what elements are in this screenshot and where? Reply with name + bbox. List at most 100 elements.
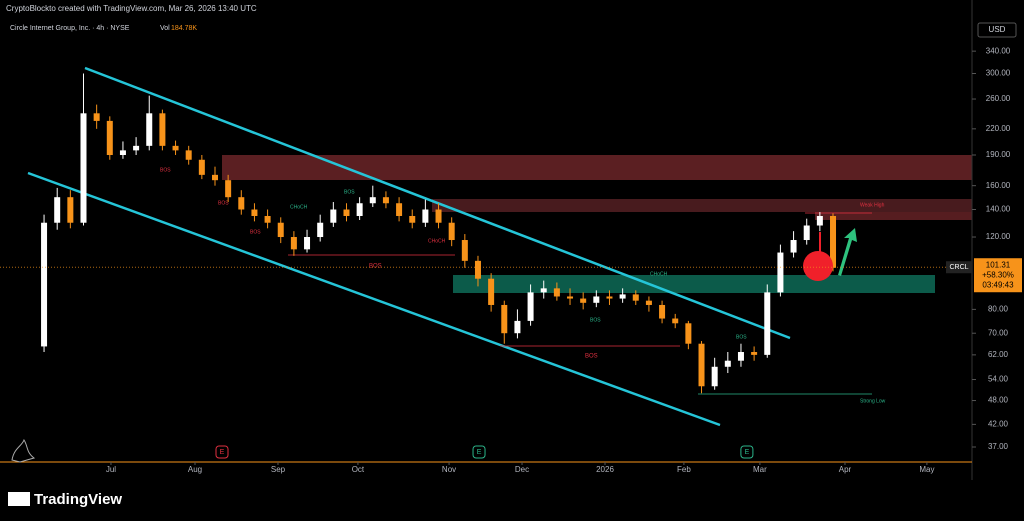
candle-body — [830, 215, 837, 268]
price-change: +58.30% — [982, 270, 1014, 279]
candle-body — [369, 197, 376, 204]
x-tick-label: 2026 — [596, 465, 614, 474]
candle-body — [474, 260, 481, 279]
event-icon — [472, 445, 486, 459]
y-tick-label: 62.00 — [988, 350, 1009, 359]
candle-body — [606, 296, 613, 299]
price-box — [974, 258, 1022, 293]
candle-body — [67, 197, 74, 223]
candle-body — [711, 366, 718, 387]
candle-body — [238, 197, 245, 210]
candle-body — [264, 215, 271, 223]
annotation: BOS — [736, 334, 747, 340]
annotation: BOS — [250, 229, 261, 235]
annotation: BOS — [218, 200, 229, 206]
y-tick-label: 260.00 — [986, 94, 1011, 103]
x-tick-label: Apr — [839, 465, 852, 474]
candle-body — [382, 197, 389, 204]
y-tick-label: 340.00 — [986, 46, 1011, 55]
candle-body — [553, 288, 560, 297]
candle-body — [764, 292, 771, 355]
y-tick-label: 80.00 — [988, 304, 1009, 313]
annotation: BOS — [585, 354, 598, 360]
channel-line — [84, 66, 791, 340]
currency-box[interactable] — [977, 22, 1017, 38]
candle-body — [659, 304, 666, 319]
supply-zone — [222, 155, 972, 180]
candle-body — [159, 113, 166, 146]
y-tick-label: 220.00 — [986, 124, 1011, 133]
candle-body — [540, 288, 547, 293]
candle-body — [580, 298, 587, 303]
candle-body — [185, 150, 192, 160]
annotation: CHoCH — [650, 271, 668, 277]
event-label: E — [220, 449, 225, 456]
x-tick-label: Nov — [442, 465, 456, 474]
event-icon — [740, 445, 754, 459]
y-tick-label: 37.00 — [988, 442, 1009, 451]
annotation: BOS — [344, 189, 355, 195]
y-tick-label: 70.00 — [988, 328, 1009, 337]
candle-body — [435, 209, 442, 223]
candle-body — [527, 292, 534, 321]
volume: 184.78K — [171, 25, 197, 32]
credit: CryptoBlockto created with TradingView.c… — [6, 4, 257, 13]
candle-body — [198, 159, 205, 175]
x-tick-label: May — [919, 465, 934, 474]
annotation: CHoCH — [428, 238, 446, 244]
brand: TradingView — [34, 491, 122, 508]
x-tick-label: Aug — [188, 465, 202, 474]
candle-body — [133, 145, 140, 151]
candle-body — [172, 145, 179, 151]
candle-body — [225, 180, 232, 198]
candle-body — [514, 320, 521, 334]
event-icon — [215, 445, 229, 459]
y-tick-label: 120.00 — [986, 232, 1011, 241]
y-tick-label: 190.00 — [986, 150, 1011, 159]
event-label: E — [745, 449, 750, 456]
candle-body — [251, 209, 258, 216]
annotation: BOS — [590, 317, 601, 323]
candle-body — [619, 294, 626, 299]
candle-body — [146, 113, 153, 146]
candle-body — [290, 237, 297, 250]
x-tick-label: Mar — [753, 465, 767, 474]
candle-body — [396, 203, 403, 216]
x-tick-label: Oct — [352, 465, 365, 474]
price: 101.31 — [986, 260, 1011, 269]
candle-body — [724, 360, 731, 367]
candle-body — [777, 252, 784, 293]
candle-body — [343, 209, 350, 216]
up-arrow — [838, 228, 857, 276]
symbol-box — [946, 261, 972, 274]
candle-body — [645, 300, 652, 305]
candle-body — [567, 296, 574, 299]
candle-body — [632, 294, 639, 301]
y-tick-label: 54.00 — [988, 375, 1009, 384]
annotation: Strong Low — [860, 398, 886, 404]
candle-body — [803, 225, 810, 241]
candle-body — [422, 209, 429, 223]
candle-body — [277, 222, 284, 238]
volume-label: Vol — [160, 25, 170, 32]
annotation: BOS — [369, 264, 382, 270]
candle-body — [80, 113, 87, 223]
annotation: BOS — [160, 167, 171, 173]
candle-body — [41, 222, 48, 347]
y-tick-label: 48.00 — [988, 396, 1009, 405]
x-tick-label: Dec — [515, 465, 529, 474]
candle-body — [356, 203, 363, 216]
y-tick-label: 42.00 — [988, 419, 1009, 428]
candle-body — [751, 352, 758, 355]
countdown: 03:49:43 — [982, 280, 1014, 289]
candle-body — [488, 278, 495, 305]
candle-body — [304, 237, 311, 250]
footer — [0, 482, 1024, 521]
candle-body — [698, 343, 705, 387]
candle-body — [737, 352, 744, 361]
currency[interactable]: USD — [989, 25, 1006, 34]
symbol: CRCL — [949, 264, 968, 271]
x-tick-label: Jul — [106, 465, 116, 474]
supply-zone — [432, 199, 972, 212]
